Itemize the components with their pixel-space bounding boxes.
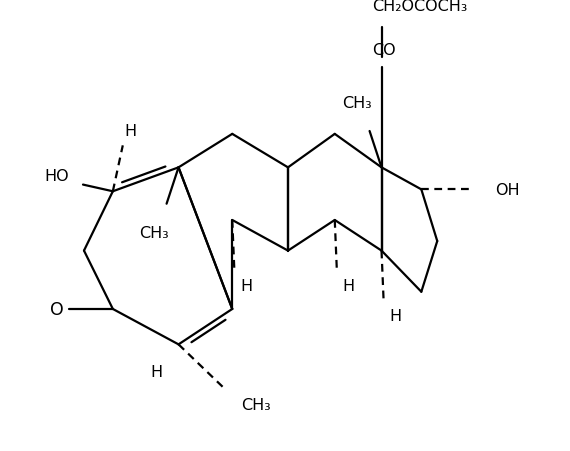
- Text: CO: CO: [372, 43, 396, 58]
- Text: OH: OH: [495, 183, 520, 198]
- Text: CH₃: CH₃: [139, 226, 169, 240]
- Text: O: O: [50, 300, 64, 318]
- Text: CH₂OCOCH₃: CH₂OCOCH₃: [372, 0, 467, 14]
- Text: H: H: [240, 278, 253, 293]
- Text: CH₃: CH₃: [241, 397, 271, 412]
- Text: H: H: [125, 124, 137, 139]
- Text: H: H: [389, 308, 401, 323]
- Text: HO: HO: [45, 168, 70, 183]
- Text: H: H: [343, 278, 355, 293]
- Text: H: H: [150, 364, 162, 379]
- Text: CH₃: CH₃: [342, 96, 372, 110]
